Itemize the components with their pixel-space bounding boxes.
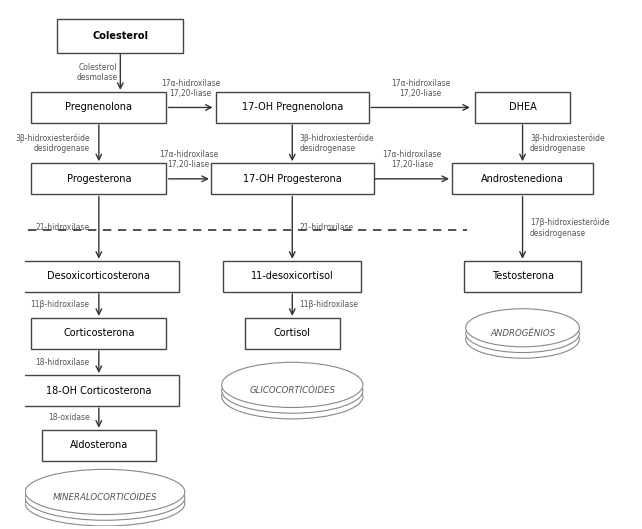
Text: Cortisol: Cortisol: [273, 329, 311, 339]
Text: 3β-hidroxiesteróide
desidrogenase: 3β-hidroxiesteróide desidrogenase: [15, 133, 90, 153]
Text: 11-desoxicortisol: 11-desoxicortisol: [251, 271, 334, 281]
Text: Androstenediona: Androstenediona: [481, 174, 564, 184]
FancyBboxPatch shape: [19, 261, 178, 292]
Ellipse shape: [25, 481, 185, 526]
FancyBboxPatch shape: [245, 318, 340, 349]
Ellipse shape: [465, 320, 579, 358]
Text: DHEA: DHEA: [508, 103, 537, 113]
Ellipse shape: [221, 362, 363, 407]
Text: 17β-hidroxiesteróide
desidrogenase: 17β-hidroxiesteróide desidrogenase: [530, 217, 609, 238]
Text: 21-hidroxilase: 21-hidroxilase: [35, 223, 90, 232]
Text: 21-hidroxilase: 21-hidroxilase: [300, 223, 354, 232]
Text: 17α-hidroxilase
17,20-liase: 17α-hidroxilase 17,20-liase: [383, 150, 442, 169]
Text: 18-OH Corticosterona: 18-OH Corticosterona: [46, 386, 152, 396]
FancyBboxPatch shape: [57, 20, 183, 53]
Text: 3β-hidroxiesteróide
desidrogenase: 3β-hidroxiesteróide desidrogenase: [530, 133, 605, 153]
Text: 17-OH Pregnenolona: 17-OH Pregnenolona: [241, 103, 343, 113]
Text: Progesterona: Progesterona: [67, 174, 131, 184]
Text: Testosterona: Testosterona: [492, 271, 553, 281]
Text: Colesterol
desmolase: Colesterol desmolase: [76, 62, 117, 82]
Text: 17α-hidroxilase
17,20-liase: 17α-hidroxilase 17,20-liase: [159, 150, 218, 169]
FancyBboxPatch shape: [31, 92, 166, 123]
Text: 18-hidroxilase: 18-hidroxilase: [35, 358, 90, 367]
Text: 17-OH Progesterona: 17-OH Progesterona: [243, 174, 342, 184]
Text: Colesterol: Colesterol: [92, 31, 148, 41]
Ellipse shape: [25, 469, 185, 515]
FancyBboxPatch shape: [31, 163, 166, 194]
Text: 3β-hidroxiesteróide
desidrogenase: 3β-hidroxiesteróide desidrogenase: [300, 133, 374, 153]
Text: MINERALOCORTICÓIDES: MINERALOCORTICÓIDES: [53, 493, 157, 502]
Text: GLICOCORTICÓIDES: GLICOCORTICÓIDES: [249, 386, 335, 395]
Text: Desoxicorticosterona: Desoxicorticosterona: [48, 271, 150, 281]
FancyBboxPatch shape: [31, 318, 166, 349]
Text: 11β-hidroxilase: 11β-hidroxilase: [31, 300, 90, 309]
Text: 17α-hidroxilase
17,20-liase: 17α-hidroxilase 17,20-liase: [391, 78, 450, 98]
Text: 18-oxidase: 18-oxidase: [48, 414, 90, 423]
FancyBboxPatch shape: [464, 261, 581, 292]
Text: Aldosterona: Aldosterona: [70, 440, 128, 450]
Text: Corticosterona: Corticosterona: [63, 329, 135, 339]
FancyBboxPatch shape: [42, 430, 155, 461]
Text: 17α-hidroxilase
17,20-liase: 17α-hidroxilase 17,20-liase: [161, 78, 220, 98]
Text: Pregnenolona: Pregnenolona: [65, 103, 132, 113]
FancyBboxPatch shape: [475, 92, 570, 123]
Ellipse shape: [25, 475, 185, 521]
FancyBboxPatch shape: [452, 163, 593, 194]
FancyBboxPatch shape: [223, 261, 361, 292]
Text: ANDROGÉNIOS: ANDROGÉNIOS: [490, 329, 555, 338]
Text: 11β-hidroxilase: 11β-hidroxilase: [300, 300, 359, 309]
Ellipse shape: [465, 314, 579, 352]
FancyBboxPatch shape: [216, 92, 369, 123]
FancyBboxPatch shape: [211, 163, 374, 194]
Ellipse shape: [221, 368, 363, 413]
FancyBboxPatch shape: [19, 375, 178, 406]
Ellipse shape: [465, 309, 579, 347]
Ellipse shape: [221, 373, 363, 419]
